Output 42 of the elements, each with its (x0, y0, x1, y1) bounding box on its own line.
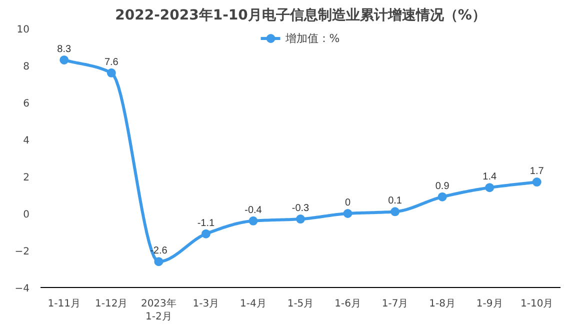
point (438, 192, 447, 202)
point (248, 216, 258, 226)
point (60, 55, 69, 64)
x-tick-label: 1-10月 (520, 298, 554, 310)
point (296, 214, 305, 224)
y-tick-label: −2 (14, 246, 30, 258)
y-tick-label: 2 (23, 172, 30, 184)
x-tick-label: 1-8月 (429, 298, 456, 310)
data-label: 7.6 (104, 56, 119, 68)
data-label: 0.1 (388, 196, 402, 207)
legend-label: 增加值：% (285, 30, 340, 46)
x-tick-label: 2023年 1-2月 (140, 298, 176, 323)
y-tick-label: −4 (14, 284, 30, 294)
x-tick-label: 1-5月 (287, 298, 314, 310)
point (343, 209, 352, 218)
data-label: 8.3 (57, 44, 72, 55)
point (532, 178, 542, 187)
point (106, 68, 116, 78)
y-tick-label: 8 (23, 62, 30, 72)
x-tick-label: 1-11月 (48, 298, 80, 310)
data-label: -0.3 (292, 203, 310, 214)
point (485, 183, 494, 192)
x-tick-label: 1-4月 (240, 298, 266, 310)
x-tick-label: 1-12月 (95, 298, 128, 310)
point (154, 257, 164, 266)
data-label: -1.1 (197, 218, 216, 229)
y-tick-label: 4 (23, 136, 30, 146)
point (201, 229, 210, 238)
data-label: -0.4 (244, 204, 262, 216)
x-tick-label: 1-9月 (476, 298, 503, 310)
data-label: 1.4 (482, 172, 497, 183)
x-tick-label: 1-7月 (382, 298, 408, 310)
data-label: 0 (344, 198, 351, 208)
y-tick-label: 6 (23, 98, 30, 110)
data-label: 1.7 (530, 166, 544, 178)
y-tick-label: 0 (23, 210, 30, 220)
chart-title: 2022-2023年1-10月电子信息制造业累计增速情况（%） (115, 8, 486, 24)
data-label: 0.9 (435, 180, 450, 192)
x-tick-label: 1-6月 (334, 298, 361, 310)
x-tick-label: 1-3月 (192, 298, 220, 310)
y-tick-label: 10 (16, 24, 30, 36)
point (390, 207, 400, 216)
